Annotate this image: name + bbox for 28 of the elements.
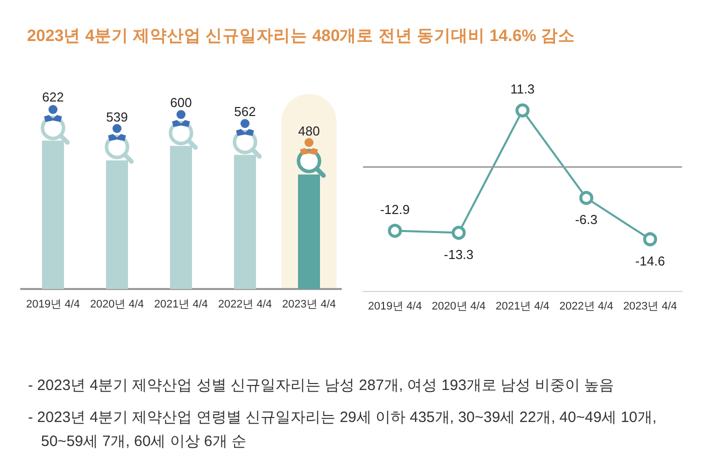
data-label: 562 bbox=[234, 104, 256, 119]
x-tick-label: 2023년 4/4 bbox=[623, 300, 678, 312]
x-tick-label: 2019년 4/4 bbox=[368, 300, 422, 312]
data-label: -14.6 bbox=[635, 253, 665, 268]
x-tick-label: 2020년 4/4 bbox=[432, 300, 486, 312]
x-tick-label: 2022년 4/4 bbox=[218, 298, 272, 310]
x-tick-label: 2019년 4/4 bbox=[26, 298, 80, 310]
point bbox=[579, 190, 594, 205]
point bbox=[643, 232, 658, 246]
point bbox=[516, 103, 530, 118]
data-label: 11.3 bbox=[510, 81, 535, 96]
x-tick-label: 2022년 4/4 bbox=[559, 300, 614, 312]
point bbox=[388, 224, 402, 238]
x-tick-label: 2023년 4/4 bbox=[282, 298, 336, 310]
data-label: 480 bbox=[298, 123, 320, 138]
x-tick-label: 2020년 4/4 bbox=[90, 298, 144, 310]
data-label: 539 bbox=[106, 109, 128, 124]
text: - 2023년 4분기 제약산업 연령별 신규일자리는 29세 이하 435개, 30~39세 22개, 40~49세 10개, 50~59세 7개, 60세 이상 6개 순 bbox=[28, 408, 658, 452]
data-label: -6.3 bbox=[575, 212, 598, 227]
x-tick-label: 2021년 4/4 bbox=[496, 300, 550, 312]
chart-title: 2023년 4분기 제약산업 신규일자리는 480개로 전년 동기대비 14.6% 감소 bbox=[27, 26, 575, 47]
point bbox=[452, 226, 466, 240]
data-label: 622 bbox=[42, 90, 64, 105]
data-label: -12.9 bbox=[380, 202, 410, 217]
data-label: -13.3 bbox=[444, 246, 474, 262]
text: - 2023년 4분기 제약산업 성별 신규일자리는 남성 287개, 여성 193개로 남성 비중이 높음 bbox=[28, 376, 615, 396]
x-tick-label: 2021년 4/4 bbox=[154, 298, 208, 310]
data-label: 600 bbox=[170, 94, 192, 110]
